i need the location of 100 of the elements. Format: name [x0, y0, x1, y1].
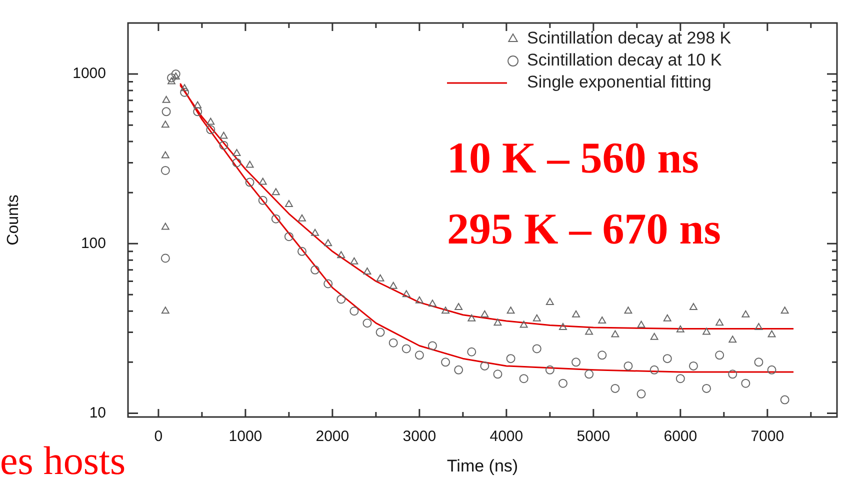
point: [598, 316, 606, 324]
point: [402, 344, 411, 354]
x-tick-label: 7000: [750, 428, 784, 446]
point: [519, 374, 528, 384]
point: [271, 214, 280, 224]
point: [389, 282, 398, 289]
point: [624, 361, 633, 370]
x-tick-label: 1000: [228, 428, 262, 446]
point: [676, 374, 685, 384]
point: [441, 358, 450, 367]
point: [559, 323, 567, 330]
point: [754, 323, 763, 330]
y-tick-label: 1000: [72, 65, 106, 82]
point: [258, 196, 268, 205]
point: [324, 239, 332, 246]
point: [480, 361, 490, 370]
point: [558, 378, 568, 388]
point: [362, 318, 372, 328]
legend-label: Single exponential fitting: [527, 72, 712, 92]
point: [702, 328, 710, 335]
point: [454, 303, 463, 310]
x-tick-label: 5000: [576, 428, 610, 446]
point: [598, 350, 607, 360]
point: [637, 320, 646, 328]
point: [767, 365, 776, 374]
point: [180, 84, 189, 92]
point: [160, 254, 170, 263]
point: [532, 314, 541, 322]
point: [650, 332, 658, 340]
x-tick-label: 6000: [664, 428, 698, 446]
point: [468, 314, 476, 322]
point: [376, 274, 384, 282]
point: [442, 306, 450, 314]
x-tick-label: 2000: [316, 428, 350, 446]
point: [428, 300, 436, 307]
point: [585, 328, 594, 335]
point: [232, 149, 241, 156]
x-axis-title: Time (ns): [446, 456, 518, 476]
point: [193, 107, 202, 116]
point: [232, 158, 242, 168]
point: [689, 303, 698, 310]
point: [610, 384, 620, 393]
point: [545, 365, 554, 374]
point: [337, 251, 346, 258]
point: [741, 378, 750, 388]
x-tick-label: 3000: [402, 428, 436, 446]
point: [768, 330, 776, 338]
point: [650, 365, 659, 374]
point: [532, 344, 542, 354]
text: es hosts: [0, 438, 126, 481]
x-tick-label: 4000: [490, 428, 524, 446]
point: [715, 350, 724, 360]
x-tick-label: 0: [154, 428, 163, 446]
point: [584, 370, 594, 379]
point: [284, 232, 294, 242]
point: [428, 341, 437, 350]
point: [467, 347, 476, 356]
point: [220, 132, 228, 139]
legend-label: Scintillation decay at 10 K: [527, 50, 722, 70]
point: [219, 140, 228, 150]
point: [206, 118, 215, 125]
point: [702, 384, 712, 393]
point: [258, 178, 267, 185]
point: [161, 120, 170, 128]
point: [376, 328, 385, 337]
point: [402, 290, 410, 298]
point: [161, 306, 170, 314]
point: [272, 188, 280, 196]
point: [572, 358, 581, 367]
point: [363, 268, 372, 275]
point: [728, 370, 738, 379]
point: [298, 214, 306, 222]
point: [780, 395, 790, 404]
point: [414, 350, 424, 360]
annotation: 10 K – 560 ns: [447, 134, 699, 183]
point: [160, 166, 170, 175]
point: [246, 160, 254, 168]
point: [506, 306, 515, 314]
point: [161, 222, 170, 230]
point: [662, 354, 672, 364]
point: [742, 310, 750, 318]
point: [546, 298, 554, 305]
point: [520, 320, 528, 328]
point: [162, 107, 171, 116]
point: [494, 318, 502, 326]
point: [780, 306, 789, 314]
point: [336, 294, 346, 304]
point: [168, 77, 176, 84]
point: [324, 279, 333, 288]
annotation: 295 K – 670 ns: [447, 204, 721, 254]
point: [454, 365, 464, 374]
point: [194, 101, 202, 108]
point: [161, 151, 170, 158]
y-tick-label: 10: [89, 404, 106, 422]
point: [624, 306, 632, 314]
point: [166, 73, 176, 82]
y-tick-label: 100: [80, 234, 106, 252]
point: [611, 330, 620, 338]
point: [350, 306, 359, 316]
point: [171, 70, 180, 79]
